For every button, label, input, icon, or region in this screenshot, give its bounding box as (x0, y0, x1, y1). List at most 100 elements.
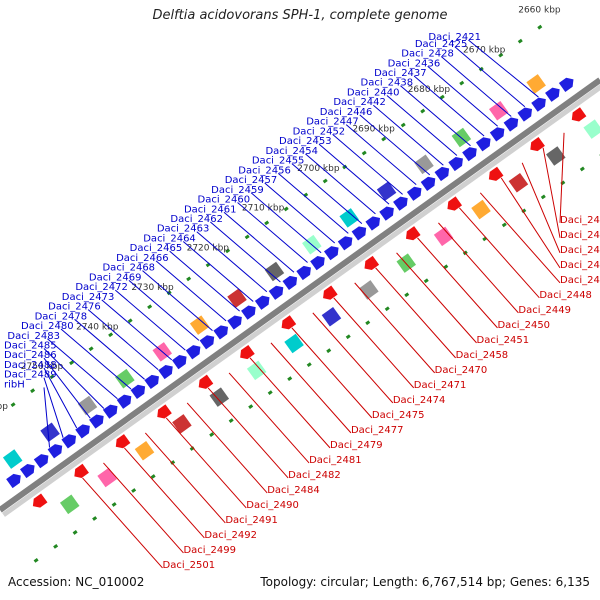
plus-gene-label: Daci_2478 (35, 311, 88, 322)
plus-gene-label: Daci_2455 (252, 156, 305, 167)
plus-gene-arrow (102, 404, 118, 419)
plus-gene-arrow (158, 364, 173, 380)
plus-gene-label: Daci_2457 (225, 175, 278, 186)
minus-gene-arrow (115, 434, 131, 449)
feature-block (264, 261, 285, 282)
leader-line (521, 162, 561, 254)
leader-line (169, 250, 240, 312)
plus-gene-arrow (351, 226, 367, 241)
leader-line (264, 182, 336, 244)
leader-line (396, 252, 477, 344)
feature-block (209, 387, 230, 407)
tick-mark (501, 222, 507, 228)
minus-gene-label: Daci_2479 (330, 440, 383, 451)
tick-mark (560, 180, 566, 186)
minus-gene-label: Daci_2492 (204, 530, 257, 541)
plus-gene-arrow (89, 414, 104, 429)
leader-line (291, 163, 363, 224)
leader-line (312, 312, 394, 404)
minus-gene-label: Daci_2481 (309, 455, 362, 466)
leader-line (277, 172, 349, 234)
minus-gene-label: Daci_2444 (560, 260, 600, 271)
tick-mark (361, 150, 367, 156)
tick-mark (264, 220, 270, 226)
map-title: Delftia acidovorans SPH-1, complete geno… (152, 8, 448, 23)
tick-mark (166, 290, 172, 296)
feature-block (414, 154, 434, 175)
tick-mark (498, 52, 504, 58)
tick-mark (287, 376, 293, 382)
plus-gene-label: Daci_2459 (211, 185, 264, 196)
tick-mark (540, 194, 546, 200)
plus-gene-label: Daci_2480 (21, 321, 74, 332)
leader-line (413, 75, 485, 137)
minus-gene-label: Daci_2477 (351, 425, 404, 436)
feature-block (433, 226, 454, 247)
plus-gene-label: Daci_2460 (198, 195, 251, 206)
leader-line (438, 222, 519, 314)
minus-gene-label: Daci_2471 (414, 380, 467, 391)
tick-mark (49, 374, 55, 380)
plus-gene-arrow (434, 166, 450, 182)
tick-mark (186, 276, 192, 282)
feature-block (359, 280, 379, 300)
tick-mark (244, 234, 250, 240)
leader-line (500, 177, 561, 269)
plus-gene-arrow (462, 147, 477, 162)
leader-line (82, 477, 163, 569)
leader-line (74, 318, 145, 380)
backbone-line (0, 77, 600, 513)
feature-block (376, 181, 397, 201)
leader-line (386, 95, 458, 156)
feature-block (471, 199, 491, 220)
feature-block (189, 315, 210, 335)
plus-gene-label: Daci_2488 (4, 360, 57, 371)
plus-gene-arrow (227, 315, 242, 330)
tick-mark (381, 136, 387, 142)
plus-gene-arrow (406, 186, 422, 201)
plus-gene-label: Daci_2428 (401, 49, 454, 60)
leader-line (186, 402, 268, 494)
leader-line (43, 348, 105, 409)
plus-gene-arrow (268, 285, 284, 300)
leader-line (237, 202, 308, 263)
minus-gene-arrow (405, 226, 421, 241)
plus-gene-arrow (379, 206, 394, 221)
tick-mark (517, 38, 523, 44)
plus-gene-arrow (61, 434, 77, 449)
plus-gene-arrow (33, 454, 49, 469)
minus-gene-label: Daci_2499 (183, 545, 236, 556)
leader-line (103, 462, 184, 554)
feature-block (321, 306, 342, 327)
tick-mark (459, 80, 465, 86)
tick-mark (267, 390, 273, 396)
feature-block (583, 119, 600, 139)
minus-gene-label: Daci_2445 (560, 275, 600, 286)
tick-mark (88, 346, 94, 352)
plus-gene-label: Daci_2465 (130, 243, 183, 254)
tick-mark (439, 94, 445, 100)
minus-gene-label: Daci_2501 (163, 560, 216, 571)
feature-block (508, 172, 529, 193)
tick-mark (306, 362, 312, 368)
leader-line (43, 367, 78, 429)
tick-mark (127, 318, 133, 324)
leader-line (250, 192, 322, 254)
leader-line (228, 372, 310, 464)
plus-gene-label: Daci_2447 (306, 117, 359, 128)
minus-gene-label: Daci_2475 (372, 410, 425, 421)
leader-line (101, 299, 173, 361)
plus-gene-label: Daci_2454 (265, 146, 318, 157)
leader-line (142, 270, 213, 332)
tick-mark (345, 334, 351, 340)
plus-gene-arrow (503, 117, 519, 132)
plus-gene-label: Daci_2463 (157, 224, 210, 235)
feature-block (339, 208, 359, 228)
feature-block (59, 494, 80, 515)
tick-mark (423, 278, 429, 284)
minus-gene-label: Daci_2470 (435, 365, 488, 376)
leader-line (333, 297, 415, 389)
leader-line (223, 211, 295, 273)
plus-gene-label: Daci_2469 (89, 272, 142, 283)
feature-block (227, 288, 247, 309)
